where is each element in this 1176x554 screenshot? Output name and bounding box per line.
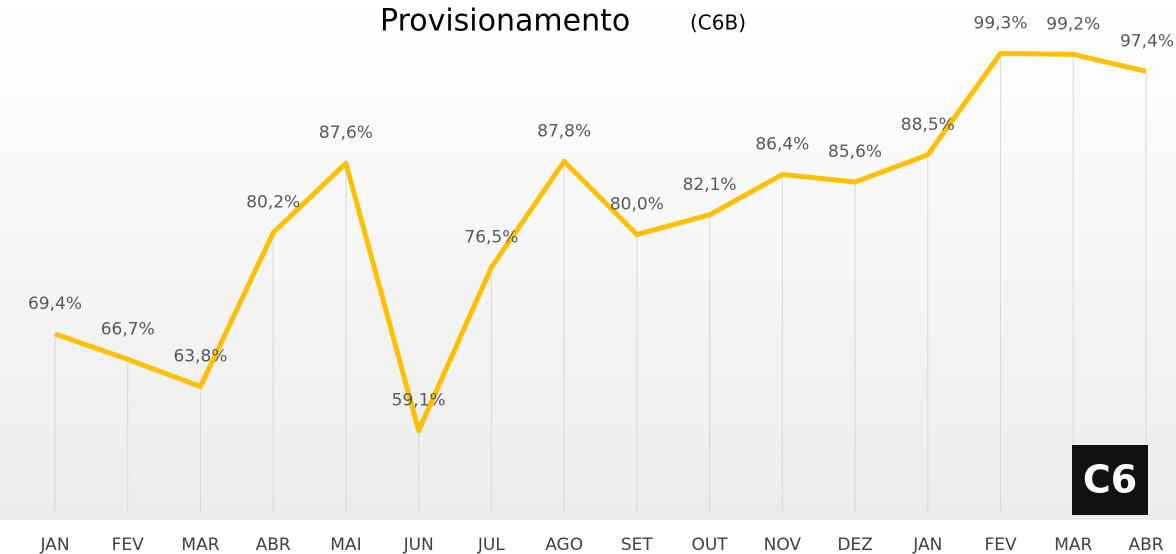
data-label: 99,2% xyxy=(1046,14,1100,34)
data-label: 97,4% xyxy=(1120,31,1174,51)
logo-box xyxy=(1072,445,1148,515)
data-label: 85,6% xyxy=(828,142,882,162)
x-tick-label: ABR xyxy=(1128,535,1163,554)
chart-subtitle: (C6B) xyxy=(690,11,746,35)
logo: C6 xyxy=(1083,458,1137,502)
data-label: 76,5% xyxy=(464,227,518,247)
x-tick-label: ABR xyxy=(256,535,291,554)
x-tick-label: SET xyxy=(621,535,654,554)
data-label: 59,1% xyxy=(392,391,446,411)
data-label: 66,7% xyxy=(101,319,155,339)
line xyxy=(54,50,1147,434)
data-label: 80,0% xyxy=(610,195,664,215)
marks: 69,4% 66,7% 63,8% 80,2% 87,6% 59,1% 76,5% 87,8%… xyxy=(28,13,1174,554)
data-label: 63,8% xyxy=(173,347,227,367)
data-label: 86,4% xyxy=(755,135,809,155)
data-label: 82,1% xyxy=(683,175,737,195)
data-label: 87,8% xyxy=(537,121,591,141)
x-tick-label: MAR xyxy=(1054,535,1092,554)
plot-background xyxy=(0,0,1176,520)
x-tick-label: FEV xyxy=(112,535,145,554)
x-tick-label: OUT xyxy=(691,535,728,554)
x-tick-label: MAR xyxy=(181,535,219,554)
data-label: 80,2% xyxy=(246,193,300,213)
x-tick-label: NOV xyxy=(764,535,802,554)
data-label: 69,4% xyxy=(28,294,82,314)
x-tick-label: FEV xyxy=(984,535,1017,554)
x-tick-label: JAN xyxy=(912,535,942,554)
x-tick-label: JUL xyxy=(477,535,505,554)
x-tick-label: AGO xyxy=(545,535,583,554)
data-label: 99,3% xyxy=(974,13,1028,33)
x-tick-label: DEZ xyxy=(837,535,872,554)
x-tick-label: MAI xyxy=(330,535,361,554)
x-tick-label: JAN xyxy=(39,535,69,554)
data-label: 87,6% xyxy=(319,123,373,143)
data-label: 88,5% xyxy=(901,115,955,135)
chart-title: Provisionamento xyxy=(380,4,630,39)
x-tick-label: JUN xyxy=(403,535,434,554)
